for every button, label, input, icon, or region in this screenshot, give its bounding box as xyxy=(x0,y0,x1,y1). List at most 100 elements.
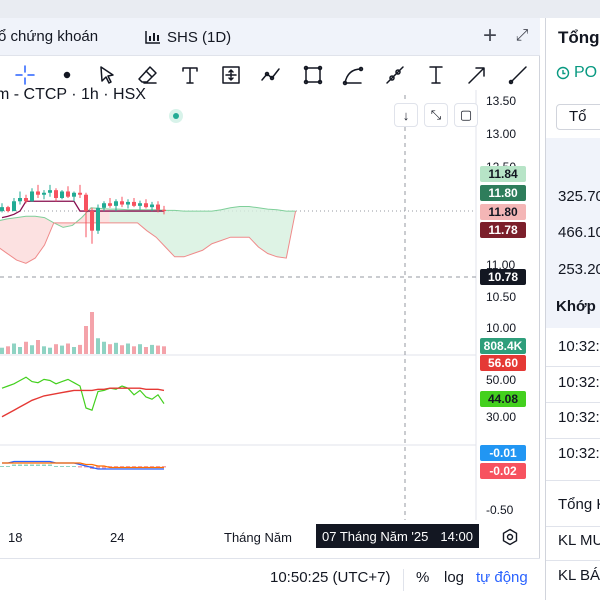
volume-bar xyxy=(18,347,22,354)
log-toggle[interactable]: log xyxy=(444,569,465,586)
drawing-toolbar xyxy=(0,56,540,92)
volume-bar xyxy=(144,347,148,354)
cursor-tool-button[interactable] xyxy=(92,60,122,90)
time-tick: Tháng Năm xyxy=(224,530,292,545)
candle xyxy=(150,201,154,212)
candle-body xyxy=(156,204,160,210)
candles-group xyxy=(0,184,166,244)
po-link[interactable]: PO xyxy=(556,64,597,82)
divider xyxy=(546,402,600,403)
match-time: 10:32:3 xyxy=(558,445,600,462)
dot-tool-button[interactable] xyxy=(52,60,82,90)
plus-icon: + xyxy=(482,22,497,49)
anchored-text-tool-button[interactable] xyxy=(421,60,451,90)
crosshair-tool-button[interactable] xyxy=(10,60,40,90)
trend-line-tool-button[interactable] xyxy=(256,60,286,90)
browser-top-strip xyxy=(0,0,600,18)
candle xyxy=(66,186,70,198)
volume-bar xyxy=(6,346,10,354)
scroll-down-button[interactable]: ↓ xyxy=(394,103,418,127)
symbol-label: SHS (1D) xyxy=(167,28,232,46)
cloud-bullish-area xyxy=(109,206,296,259)
ichimoku-cloud xyxy=(0,200,297,264)
chart-canvas[interactable] xyxy=(0,0,540,600)
candle-body xyxy=(162,209,166,212)
crosshair-time-label: 07 Tháng Năm '25 14:00 xyxy=(316,524,479,548)
volume-bar xyxy=(0,347,4,354)
maximize-pane-button[interactable]: ▢ xyxy=(454,103,478,127)
live-status-icon xyxy=(169,109,183,123)
volume-bar xyxy=(96,338,100,354)
candle-body xyxy=(114,201,118,206)
match-time: 10:32:5 xyxy=(558,338,600,355)
candle xyxy=(120,196,124,208)
macd-histogram-bar xyxy=(24,464,28,466)
chart-legend: m - CTCP · 1h · HSX xyxy=(0,86,146,103)
candle-body xyxy=(102,203,106,208)
expand-button[interactable]: ⤢ xyxy=(510,24,534,48)
time-tick: 18 xyxy=(8,530,23,545)
line-tool-button[interactable] xyxy=(380,60,410,90)
crosshair-price-badge: 10.78 xyxy=(480,269,526,285)
candle xyxy=(42,190,46,200)
percent-toggle[interactable]: % xyxy=(416,569,430,586)
totals-section-title: Tổng K xyxy=(558,496,600,513)
cloud-span-b xyxy=(0,210,297,264)
cursor-icon xyxy=(100,66,114,84)
macd-histogram-bar xyxy=(12,464,16,466)
tab-order-book[interactable]: ổ chứng khoán xyxy=(0,28,99,45)
volume-bar xyxy=(30,345,34,354)
candle-body xyxy=(78,192,82,195)
anchored-text-icon xyxy=(429,66,443,84)
summary-row: 466.10 xyxy=(558,224,600,241)
move-tool-button[interactable] xyxy=(216,60,246,90)
cloud-bearish-area xyxy=(0,207,110,264)
candle-body xyxy=(54,190,58,198)
summary-row: 253.20 xyxy=(558,261,600,278)
collapse-button[interactable]: ⤡ xyxy=(424,103,448,127)
tab-symbol[interactable]: SHS (1D) xyxy=(145,26,231,48)
candle xyxy=(84,192,88,238)
volume-bar xyxy=(60,345,64,354)
move-icon xyxy=(222,66,240,84)
line-segment-icon xyxy=(386,66,404,84)
candle xyxy=(36,184,40,198)
macd-histogram-bar xyxy=(36,464,40,466)
order-summary-panel: Tổng PO Tổ 325.70 466.10 253.20 Khớp 10:… xyxy=(545,18,600,600)
volume-bar xyxy=(156,345,160,354)
arrow-icon xyxy=(468,67,485,84)
macd-histogram-bar xyxy=(84,466,88,468)
chart-bars-icon xyxy=(145,31,160,44)
ray-tool-button[interactable] xyxy=(503,60,533,90)
clock-timezone[interactable]: 10:50:25 (UTC+7) xyxy=(270,569,391,586)
candle-body xyxy=(96,207,100,231)
volume-group xyxy=(0,312,166,354)
volume-bar xyxy=(84,326,88,354)
macd-histogram-bar xyxy=(42,464,46,466)
crosshair-hour: 14:00 xyxy=(440,528,473,544)
macd-histogram-bar xyxy=(120,466,124,468)
candle xyxy=(54,188,58,202)
macd-signal-badge: -0.02 xyxy=(480,463,526,479)
candle xyxy=(138,200,142,210)
rectangle-tool-button[interactable] xyxy=(298,60,328,90)
eraser-tool-button[interactable] xyxy=(133,60,163,90)
rsi-line xyxy=(1,376,165,411)
macd-histogram-bar xyxy=(54,466,58,467)
volume-bar xyxy=(108,344,112,354)
total-tab-button[interactable]: Tổ xyxy=(556,104,600,130)
auto-scale-toggle[interactable]: tự động xyxy=(476,569,528,586)
arrow-tool-button[interactable] xyxy=(462,60,492,90)
candle-body xyxy=(6,207,10,212)
volume-bar xyxy=(12,343,16,354)
macd-histogram-bar xyxy=(96,466,100,469)
text-tool-button[interactable] xyxy=(175,60,205,90)
path-tool-button[interactable] xyxy=(338,60,368,90)
candle-body xyxy=(120,201,124,205)
candle xyxy=(60,190,64,200)
chart-settings-button[interactable] xyxy=(500,527,520,547)
add-tab-button[interactable]: + xyxy=(478,22,502,49)
macd-histogram-bar xyxy=(144,466,148,468)
volume-bar xyxy=(90,312,94,354)
volume-bar xyxy=(24,341,28,354)
